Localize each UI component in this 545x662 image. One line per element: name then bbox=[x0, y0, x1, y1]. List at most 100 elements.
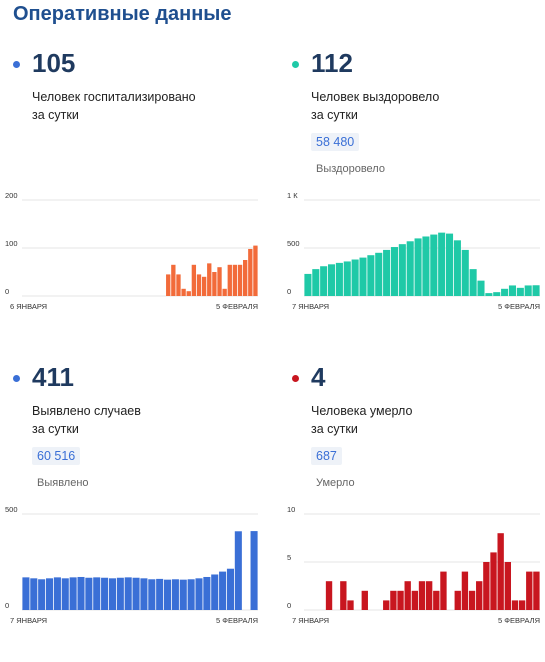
detected-caption: Выявлено случаев за сутки bbox=[32, 402, 232, 438]
bar bbox=[181, 288, 186, 296]
bar bbox=[38, 579, 46, 610]
bar bbox=[191, 264, 197, 296]
bar bbox=[418, 581, 426, 610]
bar bbox=[203, 576, 211, 610]
deaths-caption: Человека умерло за сутки bbox=[311, 402, 511, 438]
bar bbox=[343, 261, 351, 296]
x-end-label: 5 ФЕВРАЛЯ bbox=[498, 616, 540, 625]
bar bbox=[414, 238, 422, 296]
bar bbox=[351, 259, 359, 296]
hospitalized-value: 105 bbox=[32, 48, 76, 78]
bar bbox=[124, 577, 132, 610]
bar bbox=[227, 264, 232, 296]
panel-recovered: 112 Человек выздоровело за сутки 58 480 … bbox=[292, 48, 545, 348]
recovered-value: 112 bbox=[311, 48, 353, 78]
x-end-label: 5 ФЕВРАЛЯ bbox=[216, 302, 258, 311]
y-tick-label: 0 bbox=[287, 287, 291, 296]
bar bbox=[367, 255, 375, 296]
caption-line: за сутки bbox=[311, 422, 358, 436]
x-end-label: 5 ФЕВРАЛЯ bbox=[216, 616, 258, 625]
bar bbox=[226, 568, 234, 610]
chart-deaths: 10 5 07 ЯНВАРЯ 5 ФЕВРАЛЯ bbox=[287, 505, 540, 625]
x-start-label: 6 ЯНВАРЯ bbox=[10, 302, 47, 311]
bar bbox=[440, 571, 447, 610]
deaths-total-label: Умерло bbox=[316, 477, 355, 489]
detected-total-label: Выявлено bbox=[37, 477, 89, 489]
bar bbox=[425, 581, 433, 610]
bar bbox=[390, 247, 398, 296]
bullet-dot-icon bbox=[292, 375, 299, 382]
bar bbox=[186, 291, 191, 296]
panel-deaths: 4 Человека умерло за сутки 687 Умерло bbox=[292, 362, 545, 662]
page-title: Оперативные данные bbox=[13, 3, 232, 25]
bar bbox=[453, 240, 461, 296]
caption-line: Выявлено случаев bbox=[32, 404, 141, 418]
x-start-label: 7 ЯНВАРЯ bbox=[292, 302, 329, 311]
bar bbox=[85, 577, 93, 610]
bar bbox=[383, 600, 390, 610]
bar bbox=[312, 269, 320, 296]
bar bbox=[508, 285, 516, 296]
bar bbox=[22, 577, 30, 610]
y-tick-label: 5 bbox=[287, 553, 291, 562]
bar bbox=[361, 590, 368, 610]
bar bbox=[476, 581, 483, 610]
bar bbox=[156, 578, 164, 610]
bar bbox=[237, 264, 243, 296]
panel-hospitalized: 105 Человек госпитализировано за сутки bbox=[13, 48, 273, 348]
bar bbox=[69, 577, 77, 610]
bar bbox=[232, 264, 238, 296]
bar bbox=[469, 269, 477, 296]
bar bbox=[148, 579, 156, 610]
bar bbox=[196, 274, 202, 296]
bar bbox=[461, 571, 469, 610]
x-start-label: 7 ЯНВАРЯ bbox=[10, 616, 47, 625]
detected-value: 411 bbox=[32, 362, 74, 392]
y-tick-label: 1 К bbox=[287, 191, 298, 200]
bar bbox=[335, 262, 343, 296]
recovered-total-label: Выздоровело bbox=[316, 163, 385, 175]
bar bbox=[320, 266, 328, 296]
hospitalized-caption: Человек госпитализировано за сутки bbox=[32, 88, 232, 124]
bar bbox=[164, 579, 172, 610]
caption-line: за сутки bbox=[311, 108, 358, 122]
bar bbox=[347, 600, 354, 610]
bar bbox=[253, 245, 258, 296]
bar bbox=[328, 264, 336, 296]
bar bbox=[493, 292, 501, 296]
chart-detected: 500 07 ЯНВАРЯ 5 ФЕВРАЛЯ bbox=[5, 505, 258, 625]
chart-recovered: 1 К 500 07 ЯНВАРЯ 5 ФЕВРАЛЯ bbox=[287, 191, 540, 311]
panel-detected: 411 Выявлено случаев за сутки 60 516 Выя… bbox=[13, 362, 273, 662]
bar bbox=[518, 600, 526, 610]
bar bbox=[93, 577, 101, 610]
bar bbox=[461, 249, 469, 296]
bar bbox=[397, 590, 404, 610]
bar bbox=[468, 590, 476, 610]
recovered-caption: Человек выздоровело за сутки bbox=[311, 88, 511, 124]
bar bbox=[359, 257, 367, 296]
bar bbox=[171, 264, 176, 296]
bar bbox=[250, 531, 258, 610]
bar bbox=[53, 577, 61, 610]
bar bbox=[483, 562, 490, 610]
bullet-dot-icon bbox=[13, 375, 20, 382]
bar bbox=[504, 562, 511, 610]
bar bbox=[404, 581, 411, 610]
bar bbox=[497, 533, 504, 610]
bar bbox=[411, 590, 419, 610]
y-tick-label: 10 bbox=[287, 505, 295, 514]
bar bbox=[234, 531, 242, 610]
y-tick-label: 500 bbox=[287, 239, 300, 248]
bar bbox=[116, 577, 124, 610]
bar bbox=[30, 578, 38, 610]
bar bbox=[248, 248, 253, 296]
bar bbox=[533, 571, 540, 610]
bar bbox=[222, 288, 227, 296]
y-tick-label: 0 bbox=[5, 287, 9, 296]
bar bbox=[490, 552, 497, 610]
x-end-label: 5 ФЕВРАЛЯ bbox=[498, 302, 540, 311]
bar bbox=[526, 571, 533, 610]
bar bbox=[454, 590, 461, 610]
bar bbox=[171, 579, 179, 610]
recovered-total-badge: 58 480 bbox=[311, 133, 360, 151]
